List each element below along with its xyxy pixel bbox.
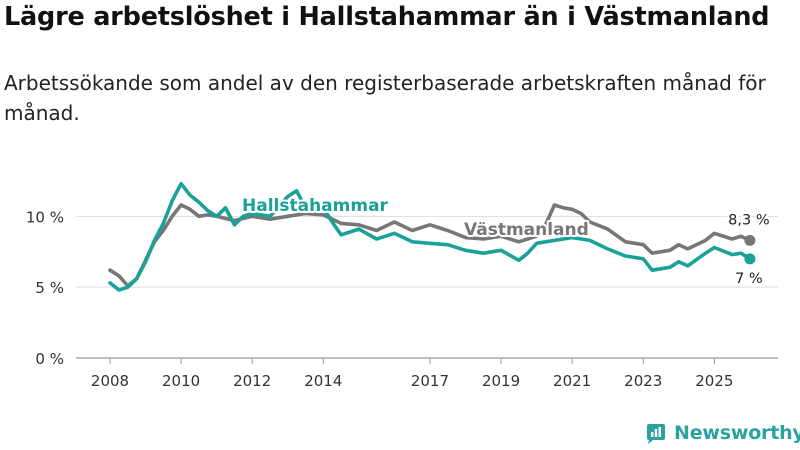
chart-title: Lägre arbetslöshet i Hallstahammar än i …	[4, 2, 770, 32]
x-tick-label: 2008	[91, 372, 129, 390]
chart-subtitle: Arbetssökande som andel av den registerb…	[4, 71, 766, 125]
series-line-hallstahammar	[108, 181, 752, 292]
x-tick-label: 2017	[411, 372, 449, 390]
x-tick-label: 2014	[304, 372, 342, 390]
x-tick-label: 2019	[482, 372, 520, 390]
end-point-vastmanland	[744, 234, 756, 246]
newsworthy-logo: Newsworthy	[644, 421, 800, 445]
y-tick-label: 5 %	[35, 279, 64, 297]
x-tick-label: 2025	[695, 372, 733, 390]
newsworthy-logo-icon	[647, 424, 665, 444]
end-point-hallstahammar	[744, 253, 756, 265]
series-label-vastmanland: Västmanland	[464, 220, 589, 240]
y-tick-label: 0 %	[35, 350, 64, 368]
series-label-hallstahammar: Hallstahammar	[242, 196, 389, 216]
x-tick-label: 2012	[233, 372, 271, 390]
end-label-vastmanland: 8,3 %	[728, 212, 769, 228]
x-tick-label: 2023	[624, 372, 662, 390]
series-line-vastmanland	[108, 203, 752, 288]
end-label-hallstahammar: 7 %	[735, 271, 763, 287]
x-tick-label: 2010	[162, 372, 200, 390]
x-tick-label: 2021	[553, 372, 591, 390]
newsworthy-logo-text: Newsworthy	[674, 422, 800, 444]
y-tick-label: 10 %	[26, 208, 64, 226]
